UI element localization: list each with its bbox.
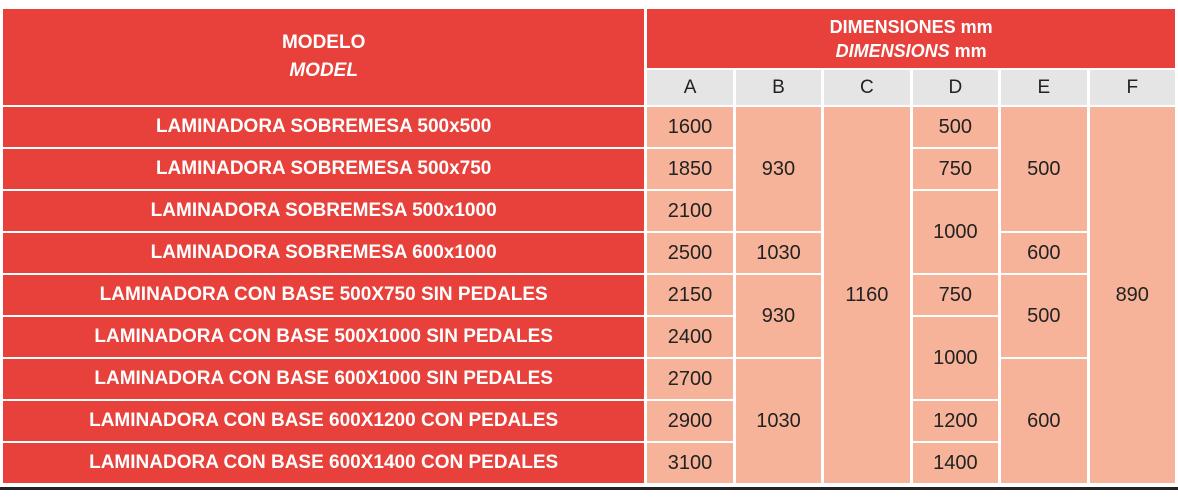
model-name: LAMINADORA SOBREMESA 500x750: [3, 149, 645, 189]
cell-c: 1160: [824, 107, 910, 483]
dimensions-table-container: MODELO MODEL DIMENSIONES mm DIMENSIONS m…: [0, 7, 1178, 491]
cell-f: 890: [1089, 107, 1175, 483]
column-header-a: A: [647, 70, 733, 105]
cell-b: 1030: [735, 233, 822, 273]
cell-e: 600: [1001, 359, 1087, 483]
column-header-f: F: [1089, 70, 1175, 105]
cell-e: 600: [1001, 233, 1087, 273]
cell-b: 930: [735, 107, 822, 231]
dimensions-header-en: DIMENSIONS: [835, 40, 950, 61]
cell-d: 1000: [912, 191, 999, 273]
model-name: LAMINADORA CON BASE 500X1000 SIN PEDALES: [3, 317, 645, 357]
model-name: LAMINADORA SOBREMESA 600x1000: [3, 233, 645, 273]
column-header-c: C: [824, 70, 910, 105]
model-name: LAMINADORA CON BASE 600X1400 CON PEDALES: [3, 443, 645, 483]
cell-a: 2150: [647, 275, 733, 315]
cell-e: 500: [1001, 107, 1087, 231]
cell-d: 750: [912, 275, 999, 315]
cell-a: 3100: [647, 443, 733, 483]
column-header-d: D: [912, 70, 999, 105]
bottom-rule: [0, 487, 1178, 490]
column-header-e: E: [1001, 70, 1087, 105]
cell-a: 1850: [647, 149, 733, 189]
cell-d: 1200: [912, 401, 999, 441]
cell-a: 2400: [647, 317, 733, 357]
cell-a: 2500: [647, 233, 733, 273]
dimensions-table: MODELO MODEL DIMENSIONES mm DIMENSIONS m…: [0, 7, 1178, 485]
model-name: LAMINADORA SOBREMESA 500x500: [3, 107, 645, 147]
cell-d: 1400: [912, 443, 999, 483]
cell-b: 1030: [735, 359, 822, 483]
model-name: LAMINADORA CON BASE 600X1200 CON PEDALES: [3, 401, 645, 441]
cell-b: 930: [735, 275, 822, 357]
dimensions-header-es: DIMENSIONES mm: [829, 16, 993, 37]
dimensions-header: DIMENSIONES mm DIMENSIONS mm: [647, 9, 1175, 68]
column-header-b: B: [735, 70, 822, 105]
cell-d: 500: [912, 107, 999, 147]
cell-d: 1000: [912, 317, 999, 399]
cell-a: 2900: [647, 401, 733, 441]
model-header-es: MODELO: [281, 32, 366, 53]
model-header: MODELO MODEL: [3, 9, 645, 105]
model-name: LAMINADORA CON BASE 600X1000 SIN PEDALES: [3, 359, 645, 399]
model-name: LAMINADORA SOBREMESA 500x1000: [3, 191, 645, 231]
cell-a: 1600: [647, 107, 733, 147]
dimensions-header-unit: mm: [949, 40, 987, 61]
cell-e: 500: [1001, 275, 1087, 357]
cell-a: 2700: [647, 359, 733, 399]
cell-a: 2100: [647, 191, 733, 231]
model-name: LAMINADORA CON BASE 500X750 SIN PEDALES: [3, 275, 645, 315]
model-header-en: MODEL: [289, 60, 358, 81]
cell-d: 750: [912, 149, 999, 189]
